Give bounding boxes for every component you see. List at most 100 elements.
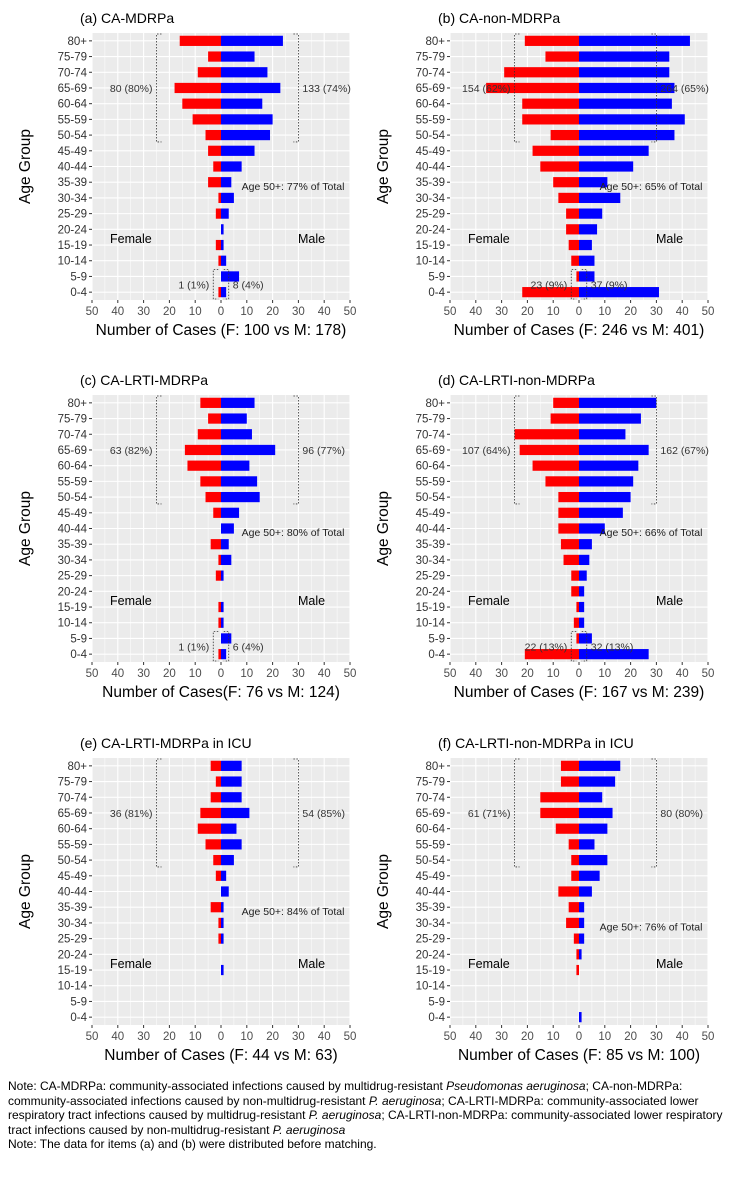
panel-e-male-50plus-label: 54 (85%) [302,808,345,820]
panel-f-female-50plus-label: 61 (71%) [468,808,511,820]
panel-d-x-tick-label: 20 [624,668,637,680]
panel-a-female-bar [218,287,221,298]
panel-f-male-bar [579,854,608,866]
panel-f-male-bar [579,760,621,771]
panel-c-x-tick-label: 40 [111,668,124,680]
panel-f-age50-summary: Age 50+: 76% of Total [600,922,703,934]
panel-f-male-bar [579,823,608,834]
panel-c-x-tick-label: 10 [240,668,253,680]
panel-d-y-tick-label: 80+ [425,398,445,410]
panel-f-male-bar [579,792,603,803]
panel-d-female-bar [558,491,579,503]
panel-b-y-tick-label: 35-39 [416,177,445,189]
panel-e-x-tick-label: 40 [111,1031,124,1043]
panel-d-age50-summary: Age 50+: 66% of Total [600,527,703,539]
panel-a-female-50plus-label: 80 (80%) [110,83,153,95]
panel-a-male-50plus-bracket [293,33,299,143]
panel-f-x-tick-label: 30 [650,1031,663,1043]
panel-c-female-bar [197,429,221,440]
panel-d-y-tick-label: 15-19 [416,602,445,614]
panel-e-x-tick-label: 40 [318,1031,331,1043]
panel-b-male-bar [579,129,675,141]
panel-b-y-tick-label: 10-14 [416,256,446,268]
panel-b-male-children-bracket [581,269,588,300]
panel-c-y-tick-label: 50-54 [58,492,88,504]
panel-c-y-tick-label: 45-49 [58,508,87,520]
panel-f-male-50plus-bracket [651,758,657,868]
panel-d-y-axis-label: Age Group [375,491,392,566]
panel-c-female-50plus-label: 63 (82%) [110,445,153,457]
panel-e-y-tick-label: 50-54 [58,855,88,867]
panel-c-male-bar [221,507,240,518]
panel-d-male-bar [579,617,585,628]
panel-d-x-tick-label: 10 [547,668,560,680]
panel-a-female-bar [179,35,221,46]
panel-b-y-tick-label: 65-69 [416,83,445,95]
panel-e-y-tick-label: 30-34 [58,918,88,930]
panel-f-x-tick-label: 50 [702,1031,715,1043]
panel-a-y-tick-label: 55-59 [58,114,87,126]
panel-c-female-bar [187,460,221,471]
panel-c-y-axis-label: Age Group [17,491,34,566]
panel-b-y-axis-label: Age Group [375,129,392,204]
panel-a-female-bar [182,98,221,109]
panel-a-male-bar [221,82,281,94]
panel-f-female-bar [560,776,579,787]
panel-a-x-tick-label: 20 [163,306,176,318]
panel-c-female-children-label: 1 (1%) [178,641,209,653]
panel-d-y-tick-label: 10-14 [416,618,446,630]
panel-c-female-bar [205,491,221,503]
panel-e-y-tick-label: 80+ [67,761,87,773]
panel-c-male-bar [221,633,232,644]
panel-a-female-bar [174,82,221,94]
panel-a-female-bar [213,161,221,172]
panel-d-female-label: Female [468,594,510,608]
panel-e-title: (e) CA-LRTI-MDRPa in ICU [80,735,252,751]
panel-b-y-tick-label: 50-54 [416,130,446,142]
panel-c-y-tick-label: 35-39 [58,539,87,551]
panel-f-female-bar [540,807,579,819]
panel-e-x-tick-label: 0 [218,1031,224,1043]
panel-c-y-tick-label: 40-44 [58,524,88,536]
panel-b-male-bar [579,67,670,78]
panel-f-male-bar [579,870,600,881]
panel-f-y-axis-label: Age Group [375,854,392,929]
panel-c-female-label: Female [110,594,152,608]
panel-c-male-bar [221,554,232,566]
panel-e-male-bar [221,807,250,819]
panel-c-female-bar [213,507,221,518]
panel-d-female-bar [519,444,579,456]
panel-d-male-bar [579,413,641,424]
panel-c-y-tick-label: 80+ [67,398,87,410]
panel-c-male-bar [221,460,250,471]
panel-b-y-tick-label: 75-79 [416,52,445,64]
panel-f-female-bar [568,839,579,850]
panel-f-x-tick-label: 50 [444,1031,457,1043]
panel-f-female-bar [555,823,579,834]
panel-f-x-tick-label: 10 [598,1031,611,1043]
panel-c-y-tick-label: 0-4 [70,649,87,661]
panel-f-y-tick-label: 20-24 [416,949,446,961]
note-species-short-1: P. aeruginosa [368,1093,442,1108]
panel-d-y-tick-label: 75-79 [416,414,445,426]
panel-d-female-50plus-bracket [514,395,520,505]
panel-c-male-children-bracket [223,631,230,662]
panel-a-male-bar [221,145,255,156]
panel-b-male-bar [579,271,595,282]
panel-e-male-bar [221,933,224,944]
panel-b-female-50plus-label: 154 (62%) [462,83,510,95]
panel-c-male-bar [221,539,229,550]
panel-f-x-tick-label: 20 [624,1031,637,1043]
panel-a-male-bar [221,287,227,298]
panel-a-male-50plus-label: 133 (74%) [302,83,350,95]
panel-a-male-bar [221,161,242,172]
panel-c-female-50plus-bracket [156,395,162,505]
panel-b-female-50plus-bracket [514,33,520,143]
note-text-3: ; CA-LRTI-MDRPa: community-associated lo… [8,1093,699,1123]
panel-d-y-tick-label: 50-54 [416,492,446,504]
panel-e-female-bar [213,854,221,866]
panel-c-y-tick-label: 25-29 [58,571,87,583]
panel-d-female-bar [571,570,579,581]
panel-b-age50-summary: Age 50+: 65% of Total [600,181,703,193]
panel-a-female-bar [218,192,221,204]
